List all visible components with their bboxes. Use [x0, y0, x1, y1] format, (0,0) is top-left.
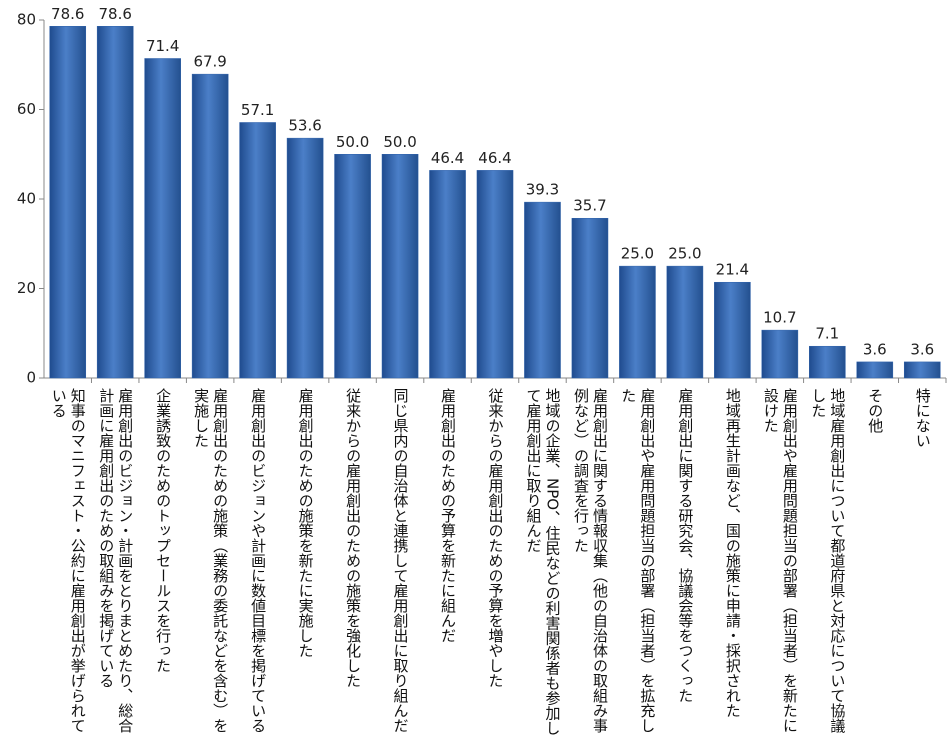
- y-tick-label: 80: [17, 11, 36, 29]
- y-tick-label: 20: [17, 279, 36, 297]
- bar: [809, 345, 846, 379]
- x-tick-label: 雇用創出や雇用問題担当の部署（担当者）を新たに設けた: [761, 388, 799, 733]
- value-label: 25.0: [668, 245, 701, 263]
- bar: [619, 265, 656, 379]
- bar: [666, 265, 704, 379]
- bar: [381, 154, 419, 379]
- value-label: 39.3: [526, 181, 559, 199]
- x-tick-label: 雇用創出のための施策（業務の委託などを含む）を実施した: [192, 388, 230, 733]
- x-tick-label: 従来からの雇用創出のための施策を強化した: [344, 388, 363, 688]
- x-tick-label: その他: [866, 388, 885, 433]
- value-label: 46.4: [478, 149, 511, 167]
- value-label: 3.6: [910, 340, 934, 358]
- value-label: 71.4: [146, 37, 179, 55]
- value-label: 50.0: [336, 133, 369, 151]
- value-label: 35.7: [573, 197, 606, 215]
- bar: [144, 58, 181, 379]
- x-tick-label: 雇用創出のための予算を新たに組んだ: [439, 388, 458, 643]
- x-tick-label: 雇用創出のビジョンや計画に数値目標を掲げている: [249, 388, 268, 733]
- x-tick-label: 従来からの雇用創出のための予算を増やした: [486, 388, 505, 688]
- bar: [714, 281, 751, 379]
- y-tick-label: 40: [17, 190, 36, 208]
- bar: [571, 217, 609, 379]
- value-label: 7.1: [815, 325, 839, 343]
- value-label: 53.6: [288, 117, 321, 135]
- x-tick-label: 地域の企業、NPO、住民などの利害関係者も参加して雇用創出に取り組んだ: [524, 388, 562, 736]
- bar: [96, 26, 134, 379]
- bar: [286, 137, 324, 379]
- bar: [476, 170, 514, 379]
- y-tick-label: 0: [26, 369, 36, 387]
- value-label: 50.0: [383, 133, 416, 151]
- bar: [334, 154, 371, 379]
- x-tick-label: 雇用創出に関する研究会、協議会等をつくった: [676, 388, 695, 703]
- value-label: 67.9: [193, 53, 226, 71]
- bar: [524, 201, 561, 379]
- bar: [856, 361, 894, 379]
- value-label: 10.7: [763, 309, 796, 327]
- bar: [903, 361, 941, 379]
- x-tick-label: 同じ県内の自治体と連携して雇用創出に取り組んだ: [391, 388, 410, 733]
- y-tick-label: 60: [17, 100, 36, 118]
- value-label: 57.1: [241, 101, 274, 119]
- bar: [191, 73, 229, 379]
- bar: [761, 329, 799, 379]
- x-tick-label: 地域雇用創出について都道府県と対応について協議した: [809, 388, 847, 733]
- value-label: 78.6: [51, 5, 84, 23]
- bar: [49, 26, 87, 379]
- x-tick-label: 雇用創出のための施策を新たに実施した: [296, 388, 315, 658]
- x-tick-label: 知事のマニフェスト・公約に雇用創出が挙げられている: [49, 388, 87, 733]
- x-tick-label: 特にない: [913, 388, 932, 448]
- x-tick-label: 企業誘致のためのトップセールスを行った: [154, 388, 173, 673]
- x-tick-label: 雇用創出に関する情報収集（他の自治体の取組み事例など）の調査を行った: [571, 388, 609, 733]
- value-label: 3.6: [863, 340, 887, 358]
- x-tick-label: 地域再生計画など、国の施策に申請・採択された: [723, 388, 742, 718]
- bar: [239, 122, 276, 379]
- value-label: 25.0: [621, 245, 654, 263]
- value-label: 78.6: [99, 5, 132, 23]
- value-label: 21.4: [716, 261, 749, 279]
- value-label: 46.4: [431, 149, 464, 167]
- x-tick-label: 雇用創出や雇用問題担当の部署（担当者）を拡充した: [619, 388, 657, 733]
- x-tick-label: 雇用創出のビジョン・計画をとりまとめたり、総合計画に雇用創出のための取組みを掲げ…: [97, 388, 135, 733]
- bar: [429, 170, 466, 379]
